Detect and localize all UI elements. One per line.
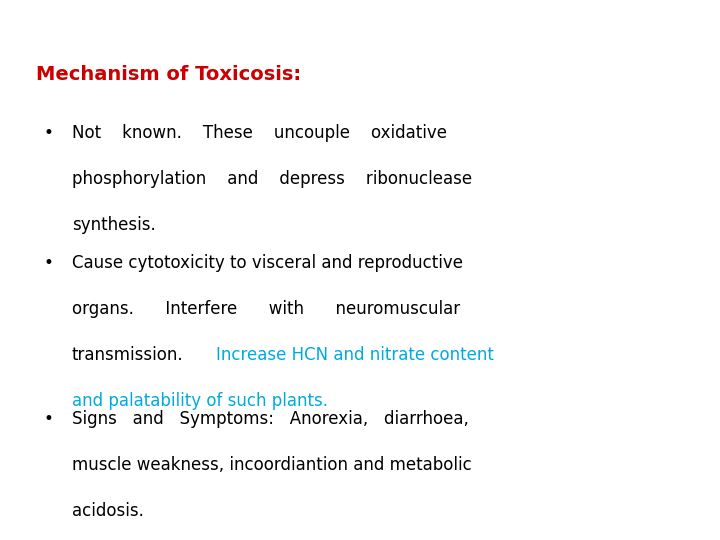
Text: Not    known.    These    uncouple    oxidative: Not known. These uncouple oxidative bbox=[72, 124, 447, 142]
Text: synthesis.: synthesis. bbox=[72, 216, 156, 234]
Text: Increase HCN and nitrate content: Increase HCN and nitrate content bbox=[216, 346, 494, 363]
Text: Signs   and   Symptoms:   Anorexia,   diarrhoea,: Signs and Symptoms: Anorexia, diarrhoea, bbox=[72, 410, 469, 428]
Text: acidosis.: acidosis. bbox=[72, 502, 144, 520]
Text: and palatability of such plants.: and palatability of such plants. bbox=[72, 392, 328, 409]
Text: Mechanism of Toxicosis:: Mechanism of Toxicosis: bbox=[36, 65, 301, 84]
Text: muscle weakness, incoordiantion and metabolic: muscle weakness, incoordiantion and meta… bbox=[72, 456, 472, 474]
Text: transmission.: transmission. bbox=[72, 346, 184, 363]
Text: •: • bbox=[43, 410, 53, 428]
Text: •: • bbox=[43, 254, 53, 272]
Text: phosphorylation    and    depress    ribonuclease: phosphorylation and depress ribonuclease bbox=[72, 170, 472, 188]
Text: •: • bbox=[43, 124, 53, 142]
Text: Cause cytotoxicity to visceral and reproductive: Cause cytotoxicity to visceral and repro… bbox=[72, 254, 463, 272]
Text: organs.      Interfere      with      neuromuscular: organs. Interfere with neuromuscular bbox=[72, 300, 460, 318]
